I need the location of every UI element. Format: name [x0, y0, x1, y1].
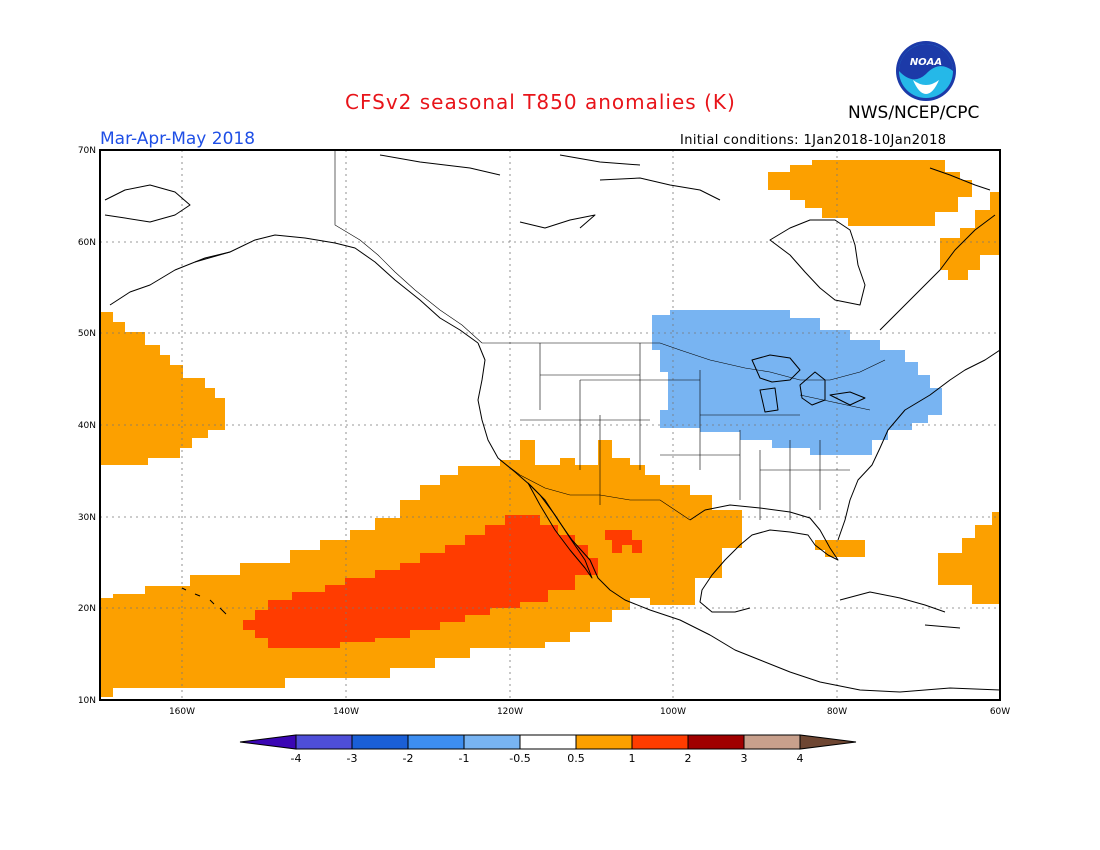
- colorbar-swatch: [631, 734, 689, 750]
- lon-label: 140W: [333, 707, 359, 717]
- cold-region-eastern-north-america: [652, 310, 942, 455]
- colorbar-label: -4: [290, 752, 302, 765]
- latitude-labels: 70N 60N 50N 40N 30N 20N 10N: [78, 146, 96, 706]
- lat-label: 70N: [78, 146, 96, 156]
- colorbar-label: 4: [796, 752, 804, 765]
- lat-label: 60N: [78, 238, 96, 248]
- hot-region-mexico: [605, 530, 642, 553]
- initial-conditions-label: Initial conditions: 1Jan2018-10Jan2018: [680, 133, 947, 148]
- colorbar-label: -3: [346, 752, 358, 765]
- lat-label: 20N: [78, 604, 96, 614]
- season-label: Mar-Apr-May 2018: [100, 129, 256, 149]
- warm-region-ne-pacific: [100, 312, 225, 465]
- colorbar: [239, 734, 857, 750]
- colorbar-arrow-right: [799, 734, 857, 750]
- map-title: CFSv2 seasonal T850 anomalies (K): [345, 90, 736, 114]
- agency-label: NWS/NCEP/CPC: [848, 103, 980, 123]
- lon-label: 120W: [497, 707, 523, 717]
- lon-label: 80W: [827, 707, 847, 717]
- lat-label: 40N: [78, 421, 96, 431]
- warm-region-labrador: [940, 192, 1000, 280]
- lon-label: 100W: [660, 707, 686, 717]
- warm-region-atlantic: [938, 512, 1000, 604]
- political-borders: [334, 150, 886, 521]
- hot-region-subtropical-pacific: [243, 515, 598, 648]
- lat-label: 10N: [78, 696, 96, 706]
- map-frame: [99, 149, 1001, 701]
- colorbar-label: 3: [740, 752, 748, 765]
- colorbar-arrow-left: [239, 734, 297, 750]
- svg-text:NOAA: NOAA: [910, 57, 942, 68]
- colorbar-swatch: [519, 734, 577, 750]
- warm-region-arctic-canada: [768, 160, 972, 226]
- lat-label: 50N: [78, 329, 96, 339]
- lon-label: 60W: [990, 707, 1010, 717]
- colorbar-swatch: [743, 734, 801, 750]
- colorbar-label: -1: [458, 752, 470, 765]
- colorbar-swatch: [407, 734, 465, 750]
- coastlines: [104, 154, 1000, 693]
- colorbar-label: 0.5: [567, 752, 585, 765]
- lat-label: 30N: [78, 513, 96, 523]
- colorbar-label: -2: [402, 752, 414, 765]
- colorbar-label: 1: [628, 752, 636, 765]
- lon-label: 160W: [169, 707, 195, 717]
- longitude-labels: 160W 140W 120W 100W 80W 60W: [169, 707, 1010, 717]
- colorbar-swatch: [463, 734, 521, 750]
- colorbar-swatch: [351, 734, 409, 750]
- noaa-logo: NOAA: [896, 41, 956, 101]
- colorbar-swatch: [687, 734, 745, 750]
- colorbar-swatch: [295, 734, 353, 750]
- colorbar-swatch: [575, 734, 633, 750]
- colorbar-label: -0.5: [509, 752, 531, 765]
- colorbar-label: 2: [684, 752, 692, 765]
